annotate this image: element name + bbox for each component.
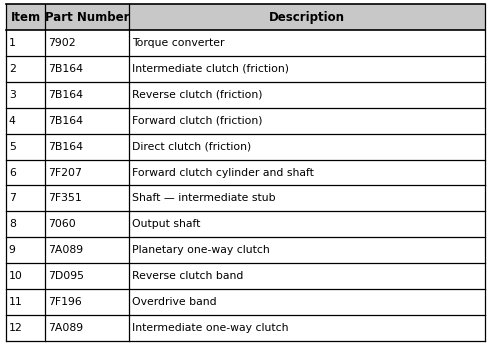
- Text: 8: 8: [9, 219, 16, 229]
- Text: 7F351: 7F351: [48, 194, 82, 204]
- Text: Overdrive band: Overdrive band: [132, 297, 217, 307]
- Text: 7B164: 7B164: [48, 64, 83, 74]
- Text: 2: 2: [9, 64, 16, 74]
- Text: Direct clutch (friction): Direct clutch (friction): [132, 141, 251, 151]
- Text: 7F207: 7F207: [48, 168, 82, 177]
- Text: 7902: 7902: [48, 38, 76, 48]
- Text: Description: Description: [269, 11, 345, 23]
- Text: 12: 12: [9, 323, 23, 333]
- Text: Item: Item: [10, 11, 41, 23]
- Text: 7A089: 7A089: [48, 245, 83, 255]
- Bar: [6, 82, 485, 108]
- Bar: [6, 159, 485, 186]
- Bar: [6, 56, 485, 82]
- Text: 7D095: 7D095: [48, 271, 84, 281]
- Text: Shaft — intermediate stub: Shaft — intermediate stub: [132, 194, 275, 204]
- Text: 3: 3: [9, 90, 16, 100]
- Text: Part Number: Part Number: [45, 11, 129, 23]
- Text: 7B164: 7B164: [48, 141, 83, 151]
- Text: Forward clutch cylinder and shaft: Forward clutch cylinder and shaft: [132, 168, 314, 177]
- Bar: [6, 315, 485, 341]
- Bar: [6, 186, 485, 211]
- Text: 6: 6: [9, 168, 16, 177]
- Text: 1: 1: [9, 38, 16, 48]
- Bar: [6, 289, 485, 315]
- Text: Torque converter: Torque converter: [132, 38, 224, 48]
- Text: Intermediate clutch (friction): Intermediate clutch (friction): [132, 64, 289, 74]
- Bar: [6, 237, 485, 263]
- Bar: [6, 263, 485, 289]
- Bar: [6, 30, 485, 56]
- Bar: [6, 211, 485, 237]
- Text: 4: 4: [9, 116, 16, 126]
- Text: 7B164: 7B164: [48, 90, 83, 100]
- Text: 7B164: 7B164: [48, 116, 83, 126]
- Text: Intermediate one-way clutch: Intermediate one-way clutch: [132, 323, 289, 333]
- Text: Planetary one-way clutch: Planetary one-way clutch: [132, 245, 270, 255]
- Text: 11: 11: [9, 297, 23, 307]
- Text: Forward clutch (friction): Forward clutch (friction): [132, 116, 263, 126]
- Text: Reverse clutch (friction): Reverse clutch (friction): [132, 90, 263, 100]
- Bar: [6, 134, 485, 159]
- Bar: [6, 4, 485, 30]
- Text: 7060: 7060: [48, 219, 76, 229]
- Text: 9: 9: [9, 245, 16, 255]
- Text: Reverse clutch band: Reverse clutch band: [132, 271, 244, 281]
- Text: 10: 10: [9, 271, 23, 281]
- Text: 7A089: 7A089: [48, 323, 83, 333]
- Text: 7F196: 7F196: [48, 297, 82, 307]
- Text: 5: 5: [9, 141, 16, 151]
- Text: 7: 7: [9, 194, 16, 204]
- Text: Output shaft: Output shaft: [132, 219, 200, 229]
- Bar: [6, 108, 485, 134]
